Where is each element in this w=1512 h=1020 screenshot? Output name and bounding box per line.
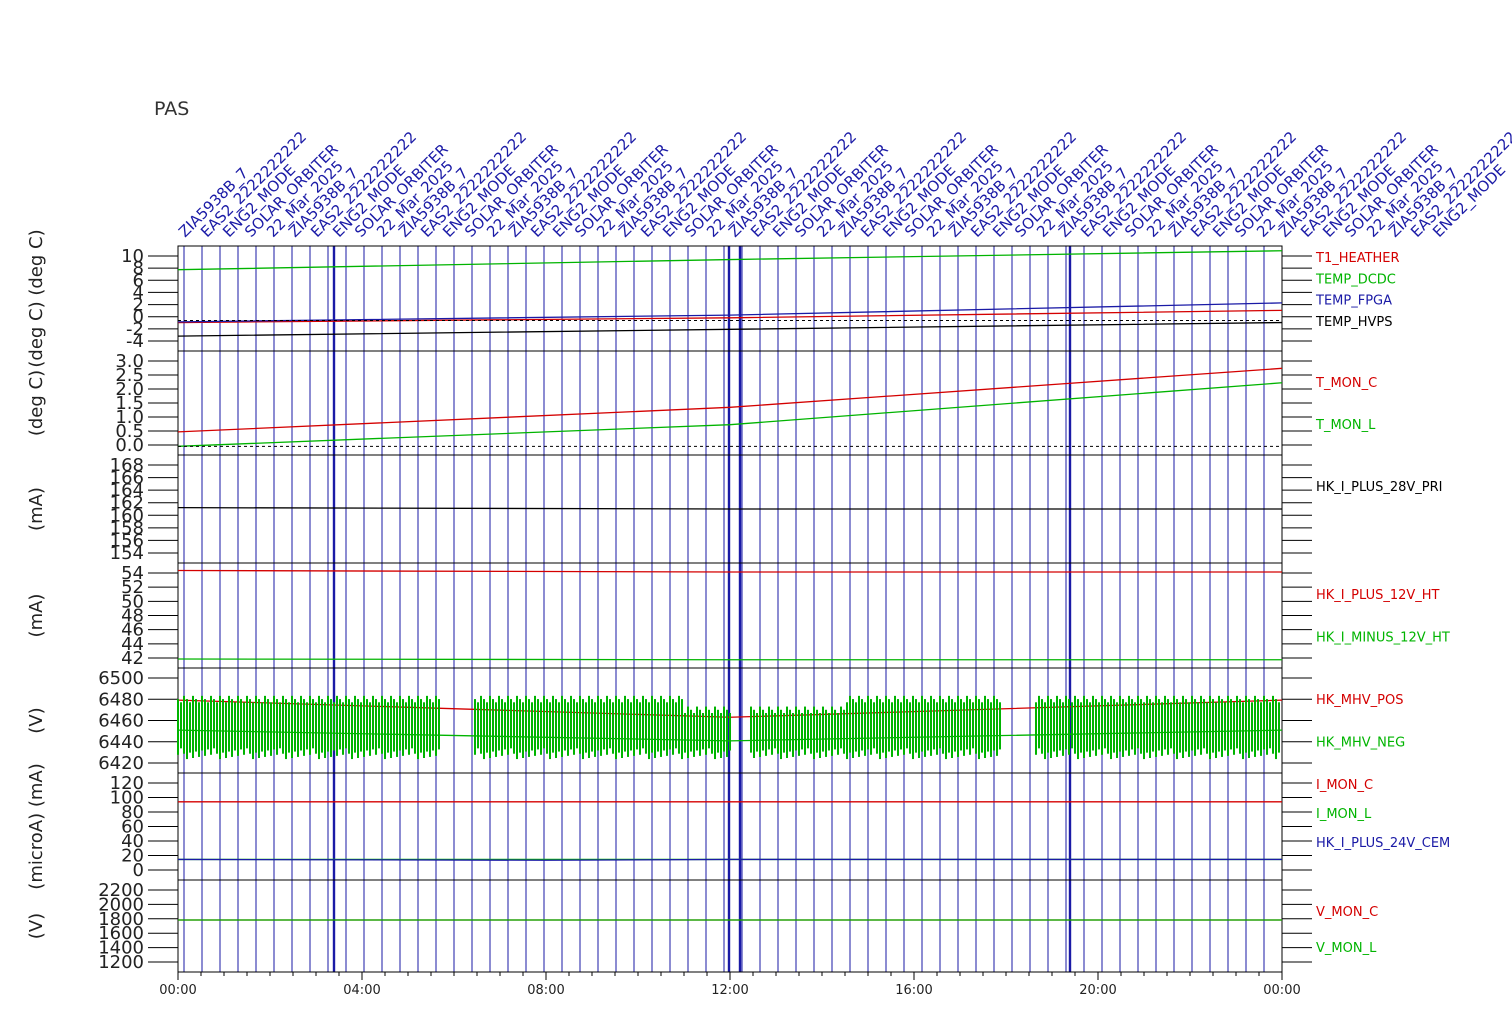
y-tick-label: 6460	[98, 711, 144, 732]
legend-label: HK_MHV_POS	[1316, 693, 1404, 708]
y-tick-label: 6	[133, 270, 144, 291]
y-tick-label: 80	[121, 802, 144, 823]
y-tick-label: 52	[121, 577, 144, 598]
y-tick-label: 164	[110, 480, 144, 501]
y-tick-label: 168	[110, 455, 144, 476]
y-tick-label: 50	[121, 591, 144, 612]
y-tick-label: 48	[121, 606, 144, 627]
y-tick-label: 54	[121, 563, 144, 584]
legend-label: HK_I_PLUS_24V_CEM	[1316, 836, 1450, 851]
legend-label: I_MON_C	[1316, 778, 1373, 793]
legend-label: HK_I_MINUS_12V_HT	[1316, 631, 1450, 646]
series-line	[177, 569, 1282, 573]
y-tick-label: 6500	[98, 668, 144, 689]
x-tick-label: 00:00	[159, 983, 196, 998]
y-tick-label: 6480	[98, 689, 144, 710]
x-tick-label: 12:00	[711, 983, 748, 998]
y-tick-label: 1.0	[115, 407, 144, 428]
y-tick-label: 162	[110, 493, 144, 514]
series-line	[177, 382, 1283, 447]
y-tick-label: 2000	[98, 894, 144, 915]
y-tick-label: 2200	[98, 880, 144, 901]
series-line	[177, 658, 1282, 661]
y-tick-label: 1.5	[115, 393, 144, 414]
x-tick-label: 08:00	[527, 983, 564, 998]
y-tick-label: 1800	[98, 909, 144, 930]
y-tick-label: 166	[110, 468, 144, 489]
y-tick-label: 4	[133, 282, 144, 303]
legend-label: HK_MHV_NEG	[1316, 736, 1405, 751]
series-line	[177, 250, 1283, 271]
series-line	[177, 302, 1283, 323]
series-line	[177, 309, 1283, 324]
y-tick-label: 46	[121, 620, 144, 641]
series-line	[177, 858, 1282, 861]
y-tick-label: -4	[126, 331, 144, 352]
legend-label: I_MON_L	[1316, 807, 1372, 822]
y-axis-label: (microA) (mA)	[26, 763, 47, 889]
x-tick-label: 00:00	[1263, 983, 1300, 998]
y-tick-label: 1200	[98, 952, 144, 973]
y-tick-label: 3.0	[115, 351, 144, 372]
x-tick-label: 20:00	[1079, 983, 1116, 998]
y-tick-label: 1600	[98, 923, 144, 944]
y-axis-label: (V)	[26, 707, 47, 733]
panel-2: 3.02.52.01.51.00.50.0 (deg C) T_MON_C T_MON…	[26, 350, 1377, 456]
y-tick-label: 156	[110, 530, 144, 551]
series-line	[177, 506, 1282, 510]
legend-label: HK_I_PLUS_28V_PRI	[1316, 480, 1442, 495]
y-tick-label: 2.0	[115, 379, 144, 400]
y-tick-label: 120	[110, 773, 144, 794]
y-tick-label: 8	[133, 258, 144, 279]
series-line	[177, 321, 1283, 337]
y-tick-label: -2	[126, 319, 144, 340]
y-tick-label: 2	[133, 295, 144, 316]
y-tick-label: 20	[121, 846, 144, 867]
legend-label: TEMP_FPGA	[1315, 294, 1392, 309]
legend-label: TEMP_DCDC	[1315, 272, 1396, 287]
instrument-label: PAS	[154, 98, 190, 120]
hv-bands	[177, 695, 1280, 760]
y-axis-label: (V)	[26, 913, 47, 939]
y-axis-label: (mA)	[26, 487, 47, 531]
event-lines	[183, 246, 1283, 972]
x-tick-label: 16:00	[895, 983, 932, 998]
y-axis-label: (deg C)	[26, 370, 47, 436]
legend-label: HK_I_PLUS_12V_HT	[1316, 588, 1440, 603]
y-tick-label: 0.5	[115, 421, 144, 442]
legend-label: TEMP_HVPS	[1315, 315, 1392, 330]
mode-label-stack: ZIA5938B_7EAS2_2222222222ENG2_MODESOLAR_…	[175, 128, 1512, 242]
y-tick-label: 60	[121, 817, 144, 838]
legend-label: T_MON_C	[1315, 376, 1377, 391]
y-axis-label: (deg C) (deg C)	[26, 229, 47, 367]
y-tick-label: 40	[121, 831, 144, 852]
y-tick-label: 160	[110, 505, 144, 526]
y-tick-label: 6420	[98, 753, 144, 774]
y-tick-label: 1400	[98, 938, 144, 959]
y-tick-label: 0	[133, 307, 144, 328]
y-tick-label: 158	[110, 518, 144, 539]
y-tick-label: 6440	[98, 732, 144, 753]
series-line	[177, 367, 1283, 433]
legend-label: T_MON_L	[1315, 418, 1376, 433]
x-tick-label: 04:00	[343, 983, 380, 998]
y-tick-label: 44	[121, 634, 144, 655]
x-axis: 00:00 04:00 08:00 12:00 16:00 20:00 00:00	[159, 972, 1301, 998]
y-tick-label: 154	[110, 543, 144, 564]
y-tick-label: 0	[133, 860, 144, 881]
y-tick-label: 42	[121, 648, 144, 669]
y-tick-label: 100	[110, 788, 144, 809]
y-axis-label: (mA)	[26, 594, 47, 638]
y-tick-label: 2.5	[115, 365, 144, 386]
y-tick-label: 10	[121, 246, 144, 267]
y-tick-label: 0.0	[115, 435, 144, 456]
legend-label: V_MON_L	[1316, 941, 1377, 956]
legend-label: T1_HEATHER	[1315, 251, 1400, 266]
legend-label: V_MON_C	[1316, 905, 1378, 920]
